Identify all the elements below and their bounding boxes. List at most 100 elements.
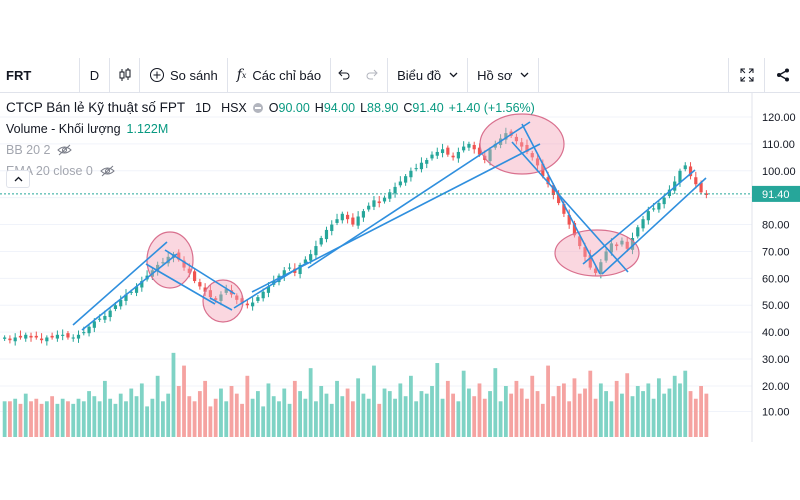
- legend-collapse-button[interactable]: [6, 170, 30, 188]
- volume-bar: [477, 383, 482, 437]
- volume-bar: [398, 383, 403, 437]
- compare-button[interactable]: So sánh: [140, 58, 228, 92]
- volume-bar: [672, 375, 677, 437]
- candle-body: [50, 335, 54, 338]
- candle-body: [604, 251, 608, 261]
- candle-body: [583, 247, 587, 257]
- volume-bar: [630, 396, 635, 437]
- price-tick-label: 30.00: [762, 354, 790, 366]
- volume-bar: [108, 398, 113, 437]
- legend-bb-row[interactable]: BB 20 2: [6, 139, 535, 160]
- volume-bar: [292, 380, 297, 437]
- volume-bar: [171, 352, 176, 437]
- trend-line[interactable]: [521, 123, 601, 275]
- redo-button[interactable]: [357, 58, 389, 92]
- volume-bar: [667, 388, 672, 437]
- trend-line[interactable]: [307, 121, 531, 269]
- volume-bar: [493, 368, 498, 437]
- candle-body: [261, 291, 265, 299]
- candle-body: [562, 204, 566, 214]
- trend-line[interactable]: [164, 249, 236, 295]
- symbol-search[interactable]: FRT: [0, 58, 80, 92]
- volume-bar: [688, 391, 693, 437]
- chart-menu-button[interactable]: Biểu đồ: [388, 58, 469, 92]
- eye-hidden-icon[interactable]: [100, 165, 115, 177]
- trend-line[interactable]: [251, 143, 541, 293]
- candle-body: [161, 262, 165, 264]
- volume-bar: [387, 391, 392, 437]
- h-value: 94.00: [323, 100, 356, 115]
- candle-body: [451, 155, 455, 158]
- volume-bar: [161, 401, 165, 437]
- volume-bar: [102, 380, 107, 437]
- chart-type-button[interactable]: [110, 58, 140, 92]
- eye-hidden-icon[interactable]: [57, 144, 73, 156]
- chevron-down-icon: [520, 72, 529, 78]
- volume-bar: [356, 378, 361, 437]
- volume-bar: [60, 398, 65, 437]
- volume-bar: [424, 393, 429, 437]
- volume-bar: [620, 393, 624, 437]
- fullscreen-button[interactable]: [728, 58, 764, 92]
- highlight-ellipse[interactable]: [202, 279, 244, 323]
- candle-body: [667, 189, 672, 197]
- trend-line[interactable]: [582, 169, 696, 265]
- trend-line[interactable]: [601, 177, 707, 275]
- volume-bar: [8, 401, 12, 437]
- candle-body: [398, 181, 402, 186]
- candle-body: [551, 185, 555, 195]
- volume-bar: [139, 383, 144, 437]
- volume-bar: [440, 398, 445, 437]
- trend-line[interactable]: [209, 297, 233, 311]
- chevron-up-icon: [14, 176, 23, 182]
- volume-label: Volume - Khối lượng: [6, 121, 121, 136]
- profile-menu-button[interactable]: Hồ sơ: [468, 58, 540, 92]
- trend-line[interactable]: [511, 141, 629, 273]
- candle-body: [330, 224, 334, 232]
- interval-button[interactable]: D: [80, 58, 110, 92]
- volume-bar: [92, 396, 97, 437]
- candle-body: [535, 158, 540, 166]
- volume-bar: [625, 373, 630, 437]
- profile-menu-label: Hồ sơ: [477, 67, 513, 83]
- volume-bar: [551, 396, 556, 437]
- volume-bar: [176, 386, 181, 437]
- volume-value: 1.122M: [126, 121, 169, 136]
- volume-bar: [76, 398, 81, 437]
- candle-body: [214, 298, 218, 300]
- last-price-badge: [752, 185, 800, 202]
- legend-ema-row[interactable]: EMA 20 close 0: [6, 160, 535, 181]
- volume-bar: [414, 401, 419, 437]
- volume-bar: [656, 378, 661, 437]
- trend-line[interactable]: [81, 253, 178, 331]
- volume-bar: [403, 396, 408, 437]
- compare-label: So sánh: [170, 67, 218, 83]
- volume-bar: [39, 403, 44, 437]
- candle-body: [477, 147, 482, 155]
- undo-button[interactable]: [331, 58, 357, 92]
- volume-bar: [488, 391, 492, 437]
- candle-body: [340, 213, 344, 221]
- highlight-ellipse[interactable]: [479, 113, 565, 175]
- candle-body: [87, 326, 91, 334]
- candle-body: [493, 143, 497, 148]
- drawing-overlays: [72, 113, 707, 331]
- volume-bar: [482, 398, 487, 437]
- trend-line[interactable]: [72, 241, 168, 326]
- candle-body: [251, 302, 255, 307]
- price-chart[interactable]: 120.00 110.00 100.00 90.00 80.00 70.00 60.00 50…: [0, 92, 800, 442]
- volume-bar: [266, 383, 271, 437]
- volume-bar: [577, 393, 582, 437]
- candle-body: [266, 286, 271, 293]
- volume-bar: [187, 396, 192, 437]
- volume-bar: [393, 398, 397, 437]
- trend-line[interactable]: [145, 263, 216, 305]
- volume-bar: [361, 393, 366, 437]
- candle-body: [525, 144, 529, 152]
- volume-bar: [593, 398, 598, 437]
- volume-bar: [13, 398, 18, 437]
- volume-bar: [472, 396, 477, 437]
- share-button[interactable]: [764, 58, 800, 92]
- candle-body: [588, 255, 592, 268]
